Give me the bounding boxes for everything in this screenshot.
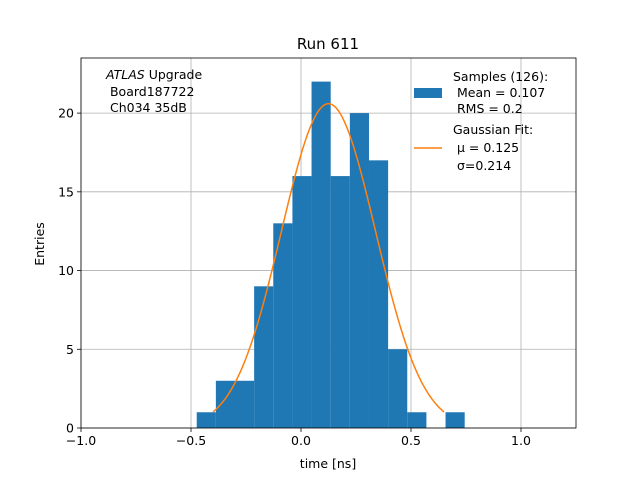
legend-rms-label: RMS = 0.2 [453, 101, 523, 116]
annotation-line-2: Board187722 [106, 84, 194, 99]
atlas-annotation: ATLAS Upgrade Board187722 Ch034 35dB [105, 67, 202, 115]
x-tick-label: −1.0 [66, 433, 96, 448]
histogram-bar [407, 412, 427, 428]
y-tick-label: 0 [66, 421, 74, 436]
histogram-bar [235, 380, 255, 428]
y-axis-ticks: 0 5 10 15 20 [58, 106, 81, 436]
histogram-bar [330, 176, 350, 428]
histogram-bar [254, 286, 274, 428]
chart-title: Run 611 [297, 35, 359, 53]
histogram-bars [196, 81, 465, 429]
x-axis-label: time [ns] [300, 456, 356, 471]
legend-mean-label: Mean = 0.107 [453, 85, 545, 100]
histogram-bar [349, 113, 369, 428]
legend-samples-label: Samples (126): [453, 69, 548, 84]
histogram-bar [445, 412, 465, 428]
plot-frame [80, 57, 577, 429]
legend-histogram-swatch [414, 88, 442, 98]
annotation-line-3: Ch034 35dB [106, 100, 187, 115]
upgrade-label: Upgrade [145, 67, 203, 82]
histogram-bar [273, 223, 293, 428]
annotation-line-1: ATLAS Upgrade [105, 67, 202, 82]
atlas-label: ATLAS [105, 67, 145, 82]
histogram-bar [368, 160, 389, 428]
legend-sigma-label: σ=0.214 [453, 158, 511, 173]
x-tick-label: −0.5 [176, 433, 206, 448]
histogram-bar [292, 176, 312, 428]
histogram-bar [388, 349, 408, 428]
x-tick-label: 0.0 [291, 433, 311, 448]
x-tick-label: 0.5 [401, 433, 421, 448]
y-axis-label: Entries [32, 222, 47, 266]
legend: Samples (126): Mean = 0.107 RMS = 0.2 Ga… [414, 69, 548, 173]
legend-fit-title: Gaussian Fit: [453, 122, 533, 137]
gaussian-fit-curve [212, 102, 445, 413]
histogram-bar [196, 412, 216, 428]
x-tick-label: 1.0 [511, 433, 531, 448]
y-tick-label: 10 [58, 263, 74, 278]
legend-mu-label: μ = 0.125 [453, 140, 519, 155]
histogram-bar [311, 81, 331, 429]
y-tick-label: 15 [58, 184, 74, 199]
x-axis-ticks: −1.0 −0.5 0.0 0.5 1.0 [66, 428, 531, 448]
y-tick-label: 20 [58, 106, 74, 121]
y-tick-label: 5 [66, 342, 74, 357]
